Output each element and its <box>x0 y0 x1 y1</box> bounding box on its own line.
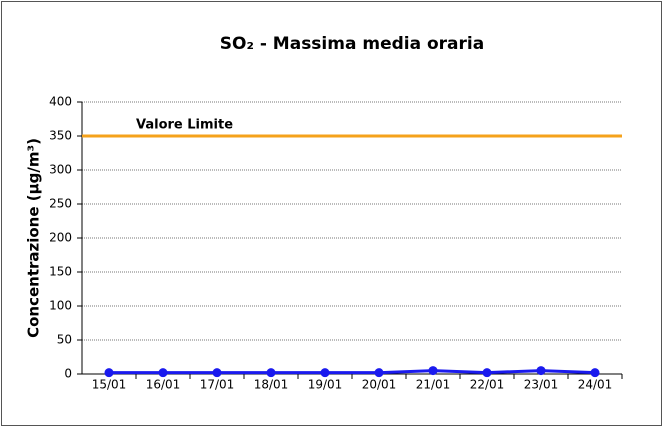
y-tick-label: 250 <box>49 197 72 211</box>
y-tick-label: 300 <box>49 163 72 177</box>
point <box>266 368 276 378</box>
x-tick-label: 17/01 <box>200 378 235 392</box>
y-tick-label: 100 <box>49 299 72 313</box>
point <box>428 366 438 376</box>
x-tick-label: 23/01 <box>524 378 559 392</box>
x-tick-label: 16/01 <box>146 378 181 392</box>
point <box>320 368 330 378</box>
x-tick-label: 15/01 <box>92 378 127 392</box>
y-tick-label: 400 <box>49 95 72 109</box>
x-tick-label: 20/01 <box>362 378 397 392</box>
chart-frame <box>1 1 662 426</box>
y-tick-label: 50 <box>57 333 72 347</box>
y-tick-label: 150 <box>49 265 72 279</box>
y-tick-label: 0 <box>64 367 72 381</box>
series-line <box>109 369 596 375</box>
point <box>536 366 546 376</box>
x-tick-label: 21/01 <box>416 378 451 392</box>
point <box>482 368 492 378</box>
y-axis-label: Concentrazione (µg/m³) <box>25 138 43 338</box>
x-tick-label: 18/01 <box>254 378 289 392</box>
y-tick-label: 200 <box>49 231 72 245</box>
limit-label: Valore Limite <box>136 118 233 133</box>
y-tick-label: 350 <box>49 129 72 143</box>
point <box>212 368 222 378</box>
x-tick-label: 24/01 <box>578 378 613 392</box>
point <box>590 368 600 378</box>
x-tick-label: 19/01 <box>308 378 343 392</box>
x-tick-label: 22/01 <box>470 378 505 392</box>
chart-title: SO₂ - Massima media oraria <box>220 34 484 54</box>
point <box>374 368 384 378</box>
point <box>158 368 168 378</box>
point <box>104 368 114 378</box>
